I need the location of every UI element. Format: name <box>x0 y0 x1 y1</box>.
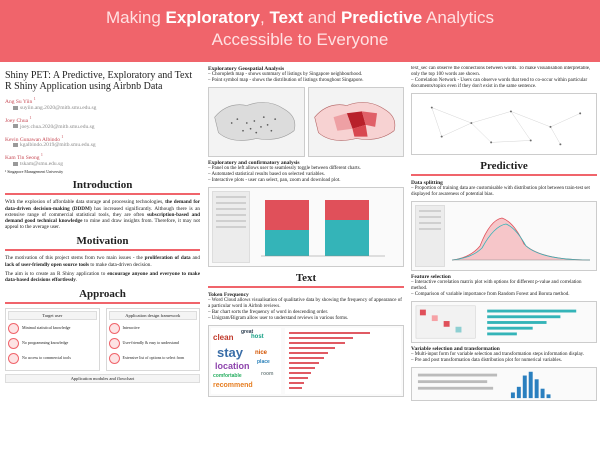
transformation-plot-screenshot <box>411 367 597 401</box>
token-item: – Bar chart sorts the frequency of word … <box>208 310 329 315</box>
motivation-text-1: The motivation of this project stems fro… <box>5 255 200 268</box>
point-symbol-map-image <box>208 87 305 157</box>
poster-title: Making Exploratory, Text and Predictive … <box>0 0 600 29</box>
introduction-text: With the explosion of affordable data st… <box>5 199 200 231</box>
design-framework-column: Application design framework Interactive… <box>105 308 200 372</box>
column-right: text_sec can observe the connections bet… <box>411 66 597 450</box>
section-heading-text: Text <box>208 272 404 288</box>
author-name: Joey Chua 1 <box>5 114 32 124</box>
options-icon <box>108 353 120 365</box>
title-part-bold: Exploratory <box>165 8 260 27</box>
poster-banner: Making Exploratory, Text and Predictive … <box>0 0 600 62</box>
title-part: Making <box>105 8 166 27</box>
title-part-bold: Predictive <box>340 8 423 27</box>
target-user-item: Minimal statistical knowledge <box>8 323 97 335</box>
text-network-description: text_sec can observe the connections bet… <box>411 66 591 77</box>
design-item: Interactive <box>108 323 198 335</box>
poster-subtitle: Accessible to Everyone <box>211 30 389 49</box>
correlation-network-description: – Correlation Network - Users can observ… <box>411 78 588 89</box>
feature-selection-item: – Comparison of variable importance from… <box>411 292 570 297</box>
geo-item: – Choropleth map - shows summary of list… <box>208 72 363 77</box>
target-user-heading: Target user <box>8 311 97 321</box>
target-user-item: No access to commercial tools <box>8 353 97 365</box>
motivation-text-2: The aim is to create an R Shiny applicat… <box>5 270 200 283</box>
author-name: Ang Su Yiin 1 <box>5 96 36 105</box>
design-item: User-friendly & easy to understand <box>108 338 198 350</box>
affiliation: ¹ Singapore Management University <box>5 169 64 175</box>
title-part: , <box>259 8 270 27</box>
author-email[interactable]: suyiin.ang.2020@mitb.smu.edu.sg <box>13 105 200 111</box>
geo-analysis-heading: Exploratory Geospatial Analysis <box>208 66 285 72</box>
token-item: – Unigram/Bigram allow user to understan… <box>208 316 349 321</box>
confirmatory-item: – Panel on the left allows user to seaml… <box>208 166 361 171</box>
user-friendly-icon <box>108 338 120 350</box>
feature-selection-screenshot <box>411 301 597 343</box>
statistics-icon <box>8 323 19 335</box>
title-part: and <box>303 8 341 27</box>
section-heading-introduction: Introduction <box>5 179 200 196</box>
column-left: Shiny PET: A Predictive, Exploratory and… <box>5 66 200 450</box>
paper-title: Shiny PET: A Predictive, Exploratory and… <box>5 70 193 92</box>
feature-selection-item: – Interactive correlation matrix plot wi… <box>411 280 582 291</box>
confirmatory-heading: Exploratory and confirmatory analysis <box>208 160 300 166</box>
distribution-plot <box>451 217 591 261</box>
token-frequency-screenshot: stay clean location host nice great comf… <box>208 325 404 397</box>
data-splitting-heading: Data splitting <box>411 180 443 186</box>
author-block: Ang Su Yiin 1 suyiin.ang.2020@mitb.smu.e… <box>5 96 200 174</box>
word-cloud-image: stay clean location host nice great comf… <box>211 328 281 394</box>
section-heading-predictive: Predictive <box>411 160 597 176</box>
interactive-icon <box>108 323 120 335</box>
network-graph-image <box>411 93 597 155</box>
author-email[interactable]: joey.chua.2020@mitb.smu.edu.sg <box>13 124 200 130</box>
stacked-bar-plot <box>261 200 385 257</box>
author-email[interactable]: kgalbindo.2019@mitb.smu.edu.sg <box>13 142 200 148</box>
approach-diagram: Target user Minimal statistical knowledg… <box>5 308 200 372</box>
design-framework-heading: Application design framework <box>108 311 197 321</box>
author-name: Kevin Gunawan Albindo 1 <box>5 133 64 143</box>
variable-transformation-item: – Pre and post transformation data distr… <box>411 358 562 363</box>
code-icon <box>8 338 19 350</box>
target-user-item: No programming knowledge <box>8 338 97 350</box>
section-heading-motivation: Motivation <box>5 235 200 252</box>
title-part-bold: Text <box>269 8 304 27</box>
token-frequency-heading: Token Frequency <box>208 292 249 298</box>
confirmatory-item: – Interactive plots - user can select, p… <box>208 178 341 183</box>
data-splitting-item: – Proportion of training data are custom… <box>411 186 590 197</box>
app-sidebar-panel <box>212 191 250 263</box>
tools-icon <box>8 353 19 365</box>
variable-transformation-item: – Multi-input form for variable selectio… <box>411 352 585 357</box>
target-user-column: Target user Minimal statistical knowledg… <box>5 308 100 372</box>
column-middle: Exploratory Geospatial Analysis – Chorop… <box>208 66 404 450</box>
split-sidebar-panel <box>415 205 445 267</box>
data-splitting-screenshot <box>411 201 597 271</box>
token-item: – Word Cloud allows visualisation of qua… <box>208 298 402 309</box>
confirmatory-app-screenshot <box>208 187 404 267</box>
confirmatory-item: – Automated statistical results based on… <box>208 172 325 177</box>
application-modules-heading: Application modules and flowchart <box>5 374 200 384</box>
variable-transformation-heading: Variable selection and transformation <box>411 346 500 352</box>
geo-item: – Point symbol map - shows the distribut… <box>208 78 364 83</box>
map-screenshots <box>208 87 404 157</box>
author-email[interactable]: tskam@smu.edu.sg <box>13 161 200 167</box>
feature-selection-heading: Feature selection <box>411 274 451 280</box>
section-heading-approach: Approach <box>5 288 200 305</box>
design-item: Extensive list of options to select from <box>108 353 198 365</box>
author-name: Kam Tin Seong 1 <box>5 152 43 162</box>
title-part: Analytics <box>422 8 495 27</box>
choropleth-map-image <box>307 87 404 157</box>
word-frequency-bar-chart <box>285 328 401 394</box>
